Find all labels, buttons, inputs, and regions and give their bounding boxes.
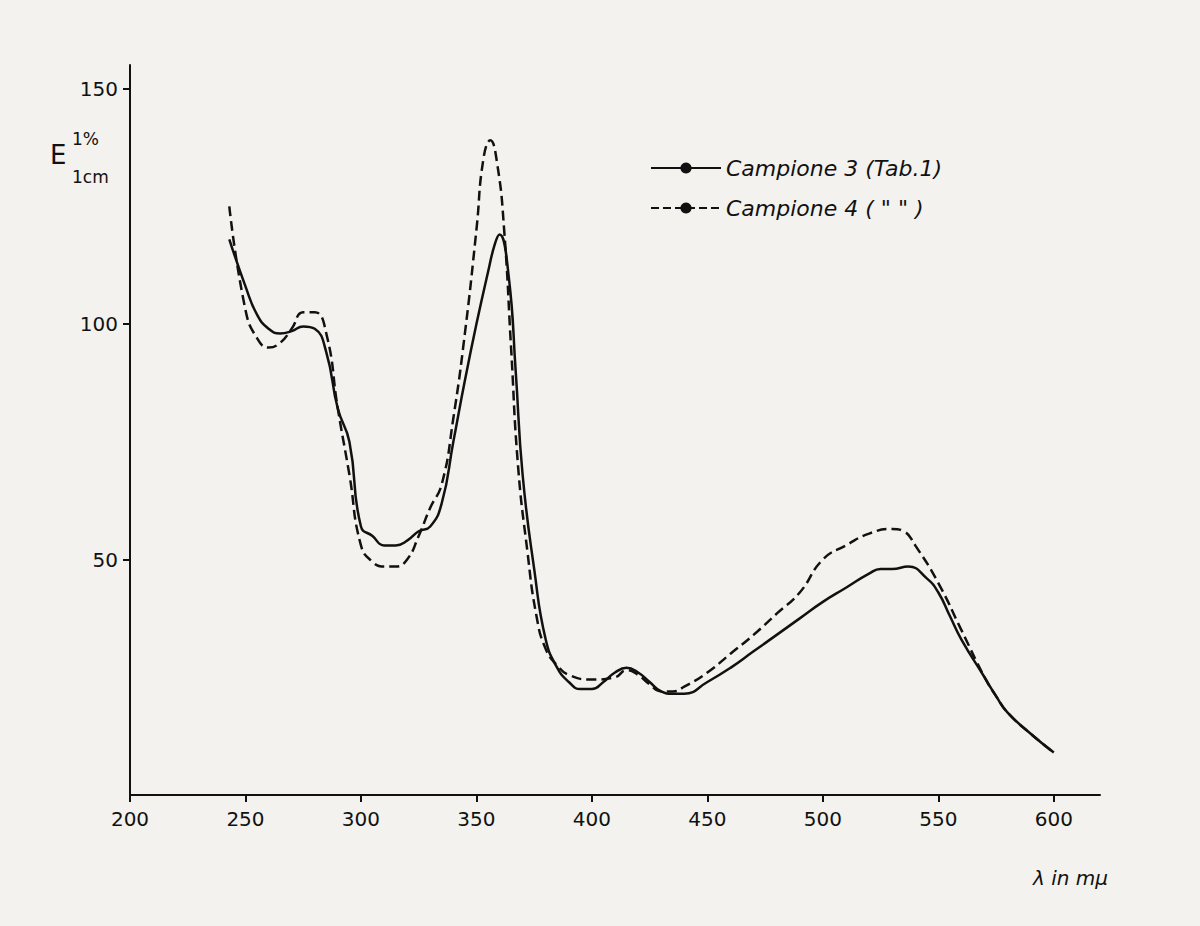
- svg-text:550: 550: [919, 807, 957, 831]
- svg-text:200: 200: [111, 807, 149, 831]
- svg-text:400: 400: [573, 807, 611, 831]
- svg-text:500: 500: [804, 807, 842, 831]
- svg-text:150: 150: [80, 77, 118, 101]
- svg-text:250: 250: [226, 807, 264, 831]
- svg-text:450: 450: [688, 807, 726, 831]
- svg-text:300: 300: [342, 807, 380, 831]
- svg-text:50: 50: [93, 548, 118, 572]
- svg-text:1%: 1%: [72, 129, 99, 149]
- svg-text:λ in mμ: λ in mμ: [1032, 866, 1108, 890]
- svg-text:1cm: 1cm: [72, 167, 109, 187]
- svg-text:Campione 3 (Tab.1): Campione 3 (Tab.1): [726, 156, 942, 181]
- svg-text:E: E: [50, 140, 66, 170]
- svg-text:100: 100: [80, 312, 118, 336]
- svg-text:600: 600: [1035, 807, 1073, 831]
- svg-text:350: 350: [457, 807, 495, 831]
- svg-text:Campione 4 ( " " ): Campione 4 ( " " ): [726, 196, 924, 221]
